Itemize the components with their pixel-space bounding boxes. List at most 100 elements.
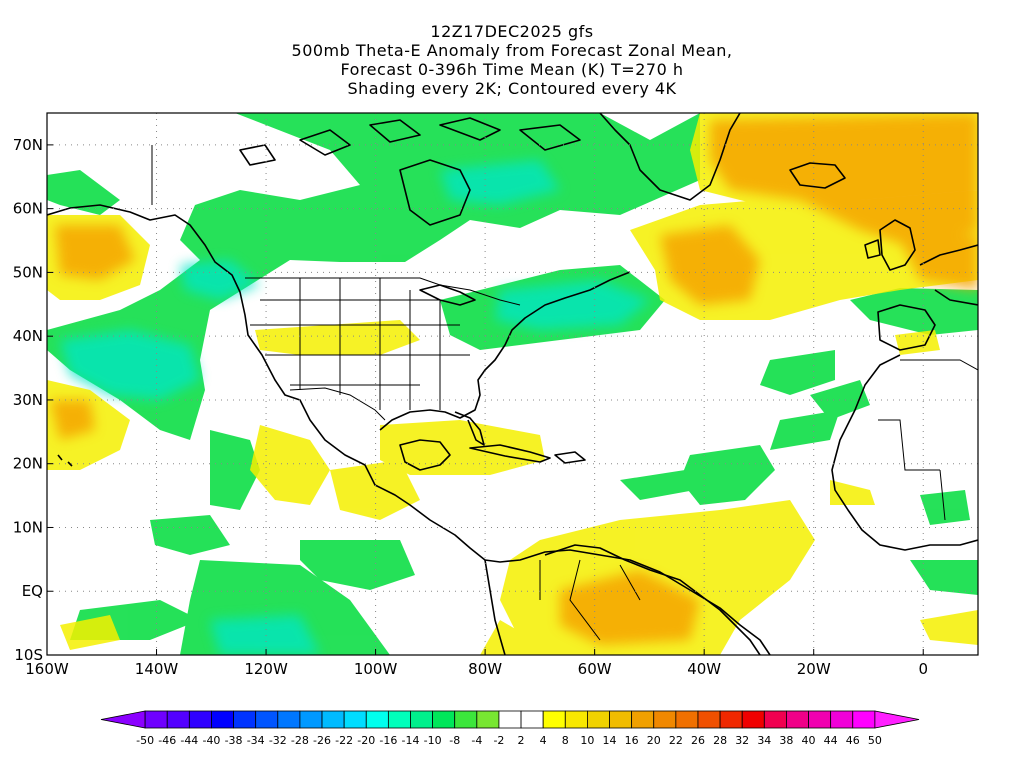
- colorbar-swatch: [675, 710, 699, 729]
- colorbar-swatch: [631, 710, 655, 729]
- colorbar-swatch: [697, 710, 721, 729]
- negative-anomaly-cyan: [60, 160, 650, 655]
- lon-tick-label: 160W: [25, 660, 69, 678]
- colorbar-swatch: [188, 710, 212, 729]
- colorbar-swatch: [410, 710, 434, 729]
- colorbar-swatch: [852, 710, 876, 729]
- colorbar-label: -50: [136, 734, 154, 747]
- title-line-1: 12Z17DEC2025 gfs: [430, 22, 594, 41]
- latitude-axis: 70N 60N 50N 40N 30N 20N 10N EQ 10S: [13, 136, 53, 664]
- lat-tick-label: 10N: [13, 518, 43, 536]
- colorbar-swatch: [719, 710, 743, 729]
- colorbar-label: 22: [669, 734, 683, 747]
- colorbar-label: -44: [180, 734, 198, 747]
- hispaniola: [554, 451, 586, 464]
- lon-tick-label: 120W: [244, 660, 288, 678]
- positive-anomaly-orange: [50, 113, 978, 645]
- colorbar-swatch: [365, 710, 389, 729]
- lat-tick-label: EQ: [22, 582, 43, 600]
- hawaii: [57, 454, 73, 467]
- colorbar-swatch: [830, 710, 854, 729]
- title-line-4: Shading every 2K; Contoured every 4K: [347, 79, 677, 98]
- colorbar-label: 34: [757, 734, 771, 747]
- iberia: [877, 304, 936, 351]
- colorbar-label: 4: [540, 734, 547, 747]
- lon-tick-label: 40W: [687, 660, 721, 678]
- colorbar-label: 46: [846, 734, 860, 747]
- lat-tick-label: 50N: [13, 263, 43, 281]
- us-mexico-border: [289, 387, 386, 421]
- colorbar-label: -34: [247, 734, 265, 747]
- colorbar-label: -26: [313, 734, 331, 747]
- colorbar: -50 -46 -44 -40 -38 -34 -32 -28 -26 -22 -20 -16 -14-…: [100, 710, 920, 747]
- lon-tick-label: 60W: [578, 660, 612, 678]
- colorbar-label: -38: [225, 734, 243, 747]
- lon-tick-label: 0: [918, 660, 928, 678]
- colorbar-swatch: [609, 710, 633, 729]
- colorbar-swatch: [763, 710, 787, 729]
- lon-tick-label: 140W: [135, 660, 179, 678]
- colorbar-arrow-low: [100, 710, 146, 729]
- colorbar-swatch: [299, 710, 323, 729]
- lon-tick-label: 100W: [354, 660, 398, 678]
- colorbar-label: 32: [735, 734, 749, 747]
- cuba: [469, 444, 551, 463]
- graticule: [47, 113, 978, 655]
- lat-tick-label: 60N: [13, 200, 43, 218]
- colorbar-swatch: [520, 710, 544, 729]
- colorbar-label: 26: [691, 734, 705, 747]
- colorbar-label: -32: [269, 734, 287, 747]
- colorbar-label: -14: [402, 734, 420, 747]
- us-canada-border: [245, 277, 521, 306]
- map-frame: [46, 112, 979, 656]
- arctic-islands: [239, 117, 581, 166]
- lat-tick-label: 30N: [13, 391, 43, 409]
- political-boundaries: [151, 145, 978, 641]
- lat-tick-label: 10S: [14, 646, 43, 664]
- colorbar-label: -4: [471, 734, 482, 747]
- colorbar-swatch: [233, 710, 257, 729]
- colorbar-swatch: [321, 710, 345, 729]
- lat-tick-label: 40N: [13, 327, 43, 345]
- colorbar-label: 40: [802, 734, 816, 747]
- colorbar-swatch: [144, 710, 168, 729]
- south-america-coast: [484, 544, 761, 655]
- colorbar-label: 28: [713, 734, 727, 747]
- colorbar-swatch: [498, 710, 522, 729]
- colorbar-label: -22: [335, 734, 353, 747]
- colorbar-swatch: [741, 710, 765, 729]
- colorbar-label: -28: [291, 734, 309, 747]
- colorbar-label: 50: [868, 734, 882, 747]
- colorbar-label: -20: [357, 734, 375, 747]
- colorbar-swatch: [343, 710, 367, 729]
- colorbar-swatch: [211, 710, 234, 729]
- us-state-lines: [250, 278, 470, 410]
- colorbar-swatch: [808, 710, 832, 729]
- south-america-borders: [539, 559, 641, 641]
- colorbar-arrow-high: [874, 710, 920, 729]
- longitude-axis: 160W 140W 120W 100W 80W 60W 40W 20W 0: [25, 649, 928, 678]
- british-isles: [864, 219, 916, 271]
- colorbar-label: -40: [202, 734, 220, 747]
- iceland: [789, 162, 846, 189]
- lat-tick-label: 70N: [13, 136, 43, 154]
- colorbar-label: -46: [158, 734, 176, 747]
- colorbar-label: 16: [625, 734, 639, 747]
- lon-tick-label: 80W: [468, 660, 502, 678]
- colorbar-label: 8: [562, 734, 569, 747]
- colorbar-swatch: [587, 710, 610, 729]
- colorbar-label: -10: [424, 734, 442, 747]
- colorbar-label: -2: [493, 734, 504, 747]
- north-america-coast: [47, 204, 771, 655]
- colorbar-swatch: [476, 710, 500, 729]
- lon-tick-label: 20W: [797, 660, 831, 678]
- anomaly-shading: [47, 113, 978, 655]
- colorbar-swatch: [653, 710, 677, 729]
- colorbar-swatch: [255, 710, 279, 729]
- colorbar-label: 38: [779, 734, 793, 747]
- florida: [454, 411, 485, 446]
- gulf-coast: [379, 271, 631, 431]
- hudson-bay: [399, 159, 471, 226]
- plot-title: 12Z17DEC2025 gfs 500mb Theta-E Anomaly f…: [0, 22, 1024, 98]
